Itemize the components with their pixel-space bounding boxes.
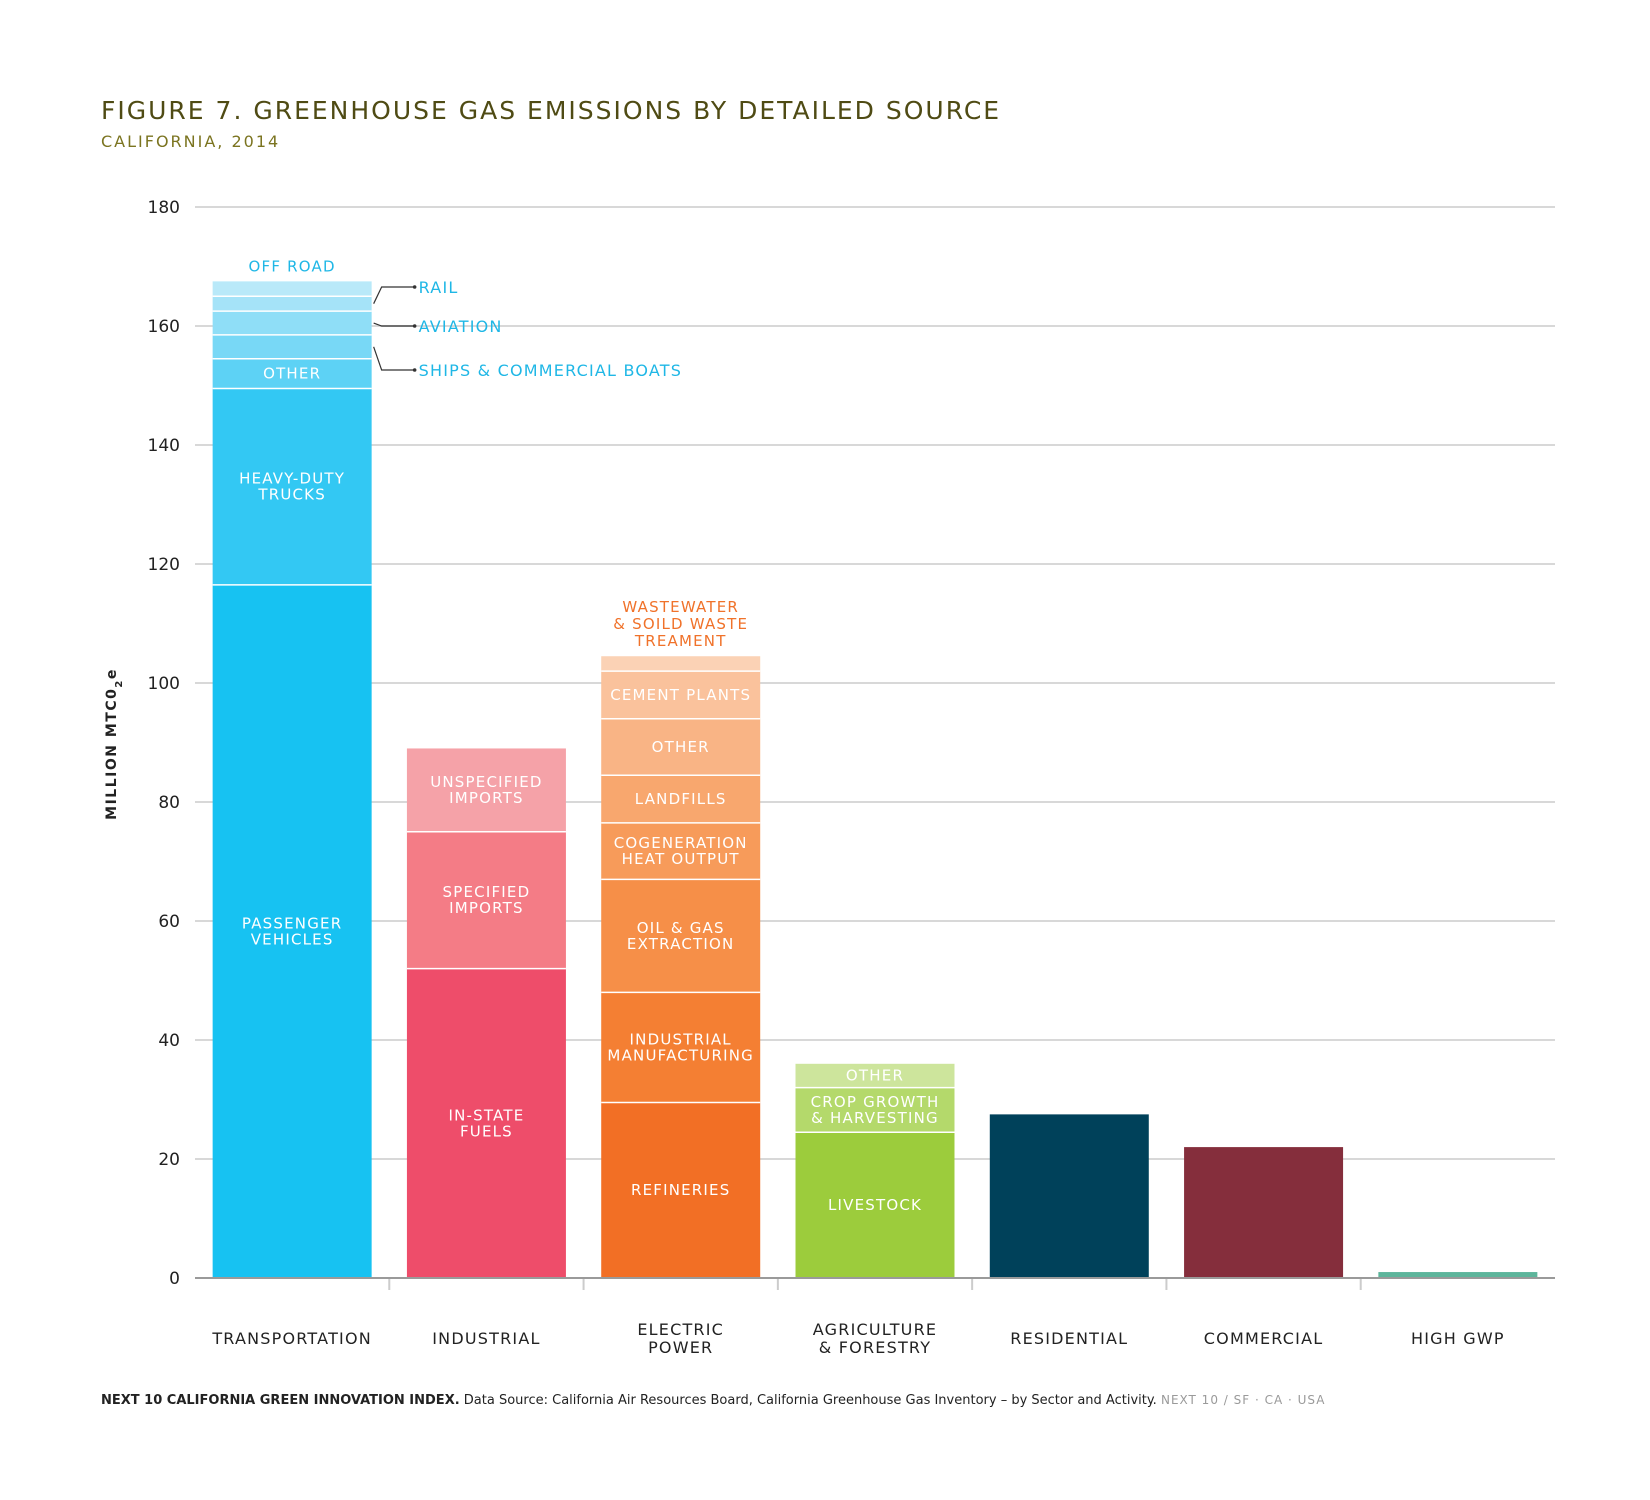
chart-subtitle: CALIFORNIA, 2014 bbox=[101, 132, 281, 151]
segment-label: HEAT OUTPUT bbox=[622, 850, 740, 868]
segment-label: PASSENGER bbox=[242, 914, 342, 932]
bar-segment bbox=[212, 281, 372, 297]
bar-segment bbox=[795, 1087, 955, 1133]
segment-label: COGENERATION bbox=[614, 834, 748, 852]
y-tick-label: 160 bbox=[148, 317, 180, 337]
segment-label: HEAVY-DUTY bbox=[239, 470, 345, 488]
x-category-label: INDUSTRIAL bbox=[432, 1329, 540, 1348]
segment-label: OTHER bbox=[652, 738, 710, 756]
y-tick-label: 140 bbox=[148, 436, 180, 456]
stack-top-label: OFF ROAD bbox=[249, 257, 336, 275]
stack-top-label: & SOILD WASTE bbox=[613, 615, 748, 633]
footer: NEXT 10 CALIFORNIA GREEN INNOVATION INDE… bbox=[101, 1393, 1325, 1408]
segment-label: MANUFACTURING bbox=[607, 1046, 754, 1064]
x-category-label: RESIDENTIAL bbox=[1010, 1329, 1128, 1348]
footer-brand: NEXT 10 CALIFORNIA GREEN INNOVATION INDE… bbox=[101, 1393, 460, 1408]
segment-label: IN-STATE bbox=[448, 1106, 524, 1124]
stack-top-label: WASTEWATER bbox=[622, 598, 739, 616]
annotation-leader bbox=[373, 346, 414, 371]
bar-segment bbox=[601, 879, 761, 993]
annotation-leader bbox=[373, 322, 414, 327]
segment-label: LIVESTOCK bbox=[828, 1196, 922, 1214]
y-tick-label: 60 bbox=[158, 912, 180, 932]
bar-segment bbox=[212, 388, 372, 585]
x-category-label: POWER bbox=[648, 1338, 713, 1357]
footer-tag: NEXT 10 / SF · CA · USA bbox=[1160, 1393, 1326, 1407]
stack-top-label: TREAMENT bbox=[634, 632, 727, 650]
x-category-label: COMMERCIAL bbox=[1204, 1329, 1324, 1348]
segment-label: CROP GROWTH bbox=[811, 1093, 940, 1111]
segment-label: OTHER bbox=[846, 1067, 904, 1085]
segment-label: LANDFILLS bbox=[635, 790, 727, 808]
x-category-label: HIGH GWP bbox=[1411, 1329, 1505, 1348]
annotation-label: SHIPS & COMMERCIAL BOATS bbox=[419, 361, 682, 380]
segment-label: VEHICLES bbox=[251, 930, 334, 948]
y-tick-label: 120 bbox=[148, 555, 180, 575]
x-category-label: TRANSPORTATION bbox=[211, 1329, 372, 1348]
y-tick-label: 100 bbox=[148, 674, 180, 694]
annotation-label: AVIATION bbox=[419, 317, 503, 336]
bar-segment bbox=[601, 656, 761, 672]
segment-label: IMPORTS bbox=[449, 899, 524, 917]
bar-segment bbox=[795, 1063, 955, 1088]
annotation-dot bbox=[412, 285, 417, 289]
x-category-label: AGRICULTURE bbox=[813, 1320, 937, 1339]
bar-segment bbox=[406, 968, 566, 1278]
y-axis-label: MILLION MTC02e bbox=[104, 668, 125, 820]
bar-segment bbox=[212, 358, 372, 389]
annotation-dot bbox=[412, 368, 417, 372]
chart-title: FIGURE 7. GREENHOUSE GAS EMISSIONS BY DE… bbox=[101, 96, 1002, 125]
y-tick-label: 180 bbox=[148, 198, 180, 218]
bar-segment bbox=[406, 831, 566, 969]
segment-label: IMPORTS bbox=[449, 789, 524, 807]
bar-segment bbox=[212, 311, 372, 335]
bar-segment bbox=[212, 584, 372, 1278]
bar-segment bbox=[989, 1114, 1149, 1278]
bar-segment bbox=[795, 1132, 955, 1278]
segment-label: REFINERIES bbox=[631, 1181, 731, 1199]
annotation-label: RAIL bbox=[419, 278, 459, 297]
x-category-label: ELECTRIC bbox=[637, 1320, 724, 1339]
y-tick-label: 0 bbox=[169, 1269, 180, 1289]
segment-label: FUELS bbox=[460, 1122, 513, 1140]
segment-label: EXTRACTION bbox=[627, 935, 735, 953]
x-category-label: & FORESTRY bbox=[819, 1338, 931, 1357]
bar-segment bbox=[212, 334, 372, 359]
bar-segment bbox=[601, 1102, 761, 1278]
y-tick-label: 20 bbox=[158, 1150, 180, 1170]
segment-label: INDUSTRIAL bbox=[630, 1030, 732, 1048]
segment-label: TRUCKS bbox=[257, 486, 326, 504]
segment-label: OTHER bbox=[263, 365, 321, 383]
segment-label: OIL & GAS bbox=[637, 919, 725, 937]
segment-label: UNSPECIFIED bbox=[430, 773, 542, 791]
bar-segment bbox=[601, 671, 761, 719]
segment-label: & HARVESTING bbox=[811, 1109, 939, 1127]
segment-label: SPECIFIED bbox=[443, 883, 531, 901]
bar-segment bbox=[1378, 1272, 1538, 1278]
bar-segment bbox=[406, 748, 566, 832]
bar-segment bbox=[601, 775, 761, 823]
bar-segment bbox=[1184, 1147, 1344, 1278]
y-tick-label: 40 bbox=[158, 1031, 180, 1051]
segment-label: CEMENT PLANTS bbox=[610, 686, 751, 704]
bar-segment bbox=[601, 822, 761, 880]
annotation-dot bbox=[412, 324, 417, 328]
bar-segment bbox=[601, 992, 761, 1103]
bar-segment bbox=[212, 296, 372, 312]
bar-segment bbox=[601, 718, 761, 776]
footer-source: Data Source: California Air Resources Bo… bbox=[459, 1393, 1157, 1408]
y-tick-label: 80 bbox=[158, 793, 180, 813]
annotation-leader bbox=[373, 286, 414, 304]
